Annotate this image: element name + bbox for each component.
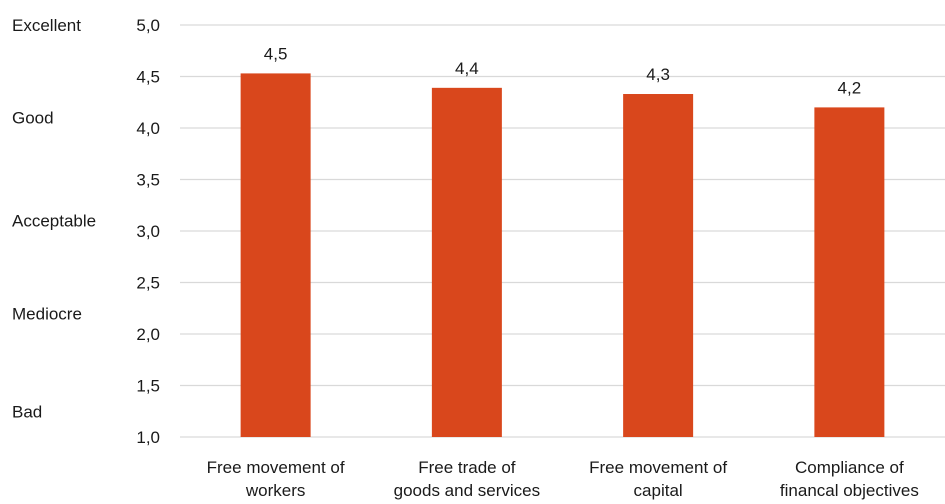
- data-label: 4,2: [838, 78, 862, 97]
- bar: [431, 87, 502, 437]
- category-label: goods and services: [394, 481, 540, 500]
- y-tick-label: 2,0: [136, 325, 160, 344]
- y-tick-label: 3,0: [136, 222, 160, 241]
- y-tick-label: 2,5: [136, 274, 160, 293]
- data-label: 4,4: [455, 59, 479, 78]
- bar: [814, 107, 885, 438]
- y-tick-label: 4,0: [136, 119, 160, 138]
- data-label: 4,5: [264, 44, 288, 63]
- y-tick-label: 1,0: [136, 428, 160, 447]
- data-labels: 4,5 4,4 4,3 4,2: [264, 44, 861, 97]
- bars: [240, 73, 885, 438]
- y-tick-label: 3,5: [136, 171, 160, 190]
- y-tick-label: 4,5: [136, 68, 160, 87]
- category-label: capital: [634, 481, 683, 500]
- bar: [240, 73, 311, 437]
- category-label: Free trade of: [418, 458, 516, 477]
- qualitative-label: Acceptable: [12, 212, 96, 231]
- qualitative-scale-labels: Excellent Good Acceptable Mediocre Bad: [12, 16, 96, 421]
- category-label: Free movement of: [589, 458, 727, 477]
- qualitative-label: Mediocre: [12, 304, 82, 323]
- category-label: workers: [245, 481, 306, 500]
- x-axis-category-labels: Free movement of workers Free trade of good…: [207, 458, 919, 500]
- category-label: Compliance of: [795, 458, 904, 477]
- y-tick-label: 5,0: [136, 16, 160, 35]
- data-label: 4,3: [646, 65, 670, 84]
- qualitative-label: Good: [12, 109, 54, 128]
- qualitative-label: Excellent: [12, 16, 81, 35]
- category-label: Free movement of: [207, 458, 345, 477]
- bar: [623, 94, 694, 437]
- category-label: financal objectives: [780, 481, 919, 500]
- y-axis-tick-labels: 1,0 1,5 2,0 2,5 3,0 3,5 4,0 4,5 5,0: [136, 16, 160, 447]
- qualitative-label: Bad: [12, 402, 42, 421]
- y-tick-label: 1,5: [136, 377, 160, 396]
